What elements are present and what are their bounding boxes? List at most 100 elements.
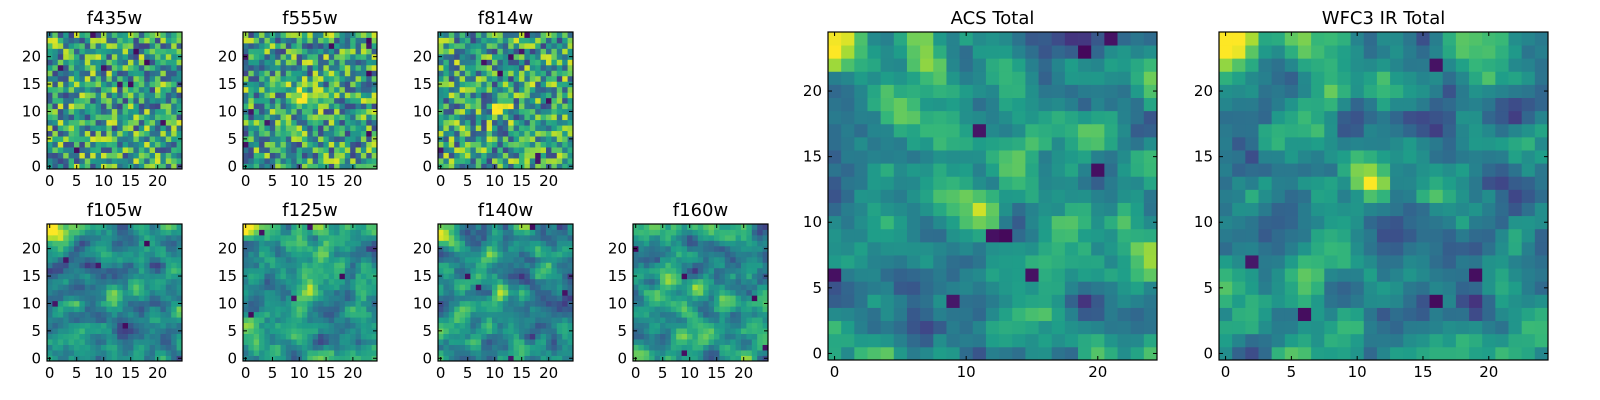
heatmap-cell xyxy=(470,240,477,247)
heatmap-cell xyxy=(497,119,504,126)
heatmap-cell xyxy=(513,42,520,49)
heatmap-cell xyxy=(106,322,113,329)
heatmap-cell xyxy=(746,251,753,258)
heatmap-cell xyxy=(475,289,482,296)
heatmap-cell xyxy=(508,70,514,77)
heatmap-cell xyxy=(285,103,292,110)
heatmap-cell xyxy=(133,339,140,345)
heatmap-cell xyxy=(470,136,477,142)
heatmap-cell xyxy=(481,289,487,296)
heatmap-cell xyxy=(654,284,661,291)
heatmap-cell xyxy=(339,350,346,356)
heatmap-cell xyxy=(459,147,466,153)
heatmap-cell xyxy=(165,295,172,302)
heatmap-cell xyxy=(248,295,255,302)
heatmap-cell xyxy=(111,234,118,241)
heatmap-cell xyxy=(243,64,249,71)
heatmap-cell xyxy=(52,81,59,88)
heatmap-cell xyxy=(562,130,568,137)
heatmap-cell xyxy=(323,92,330,99)
heatmap-cell xyxy=(1025,241,1039,256)
heatmap-cell xyxy=(68,92,75,99)
heatmap-cell xyxy=(160,125,167,132)
heatmap-cell xyxy=(111,64,118,71)
heatmap-cell xyxy=(556,42,563,49)
heatmap-cell xyxy=(1038,255,1053,269)
heatmap-cell xyxy=(366,256,373,263)
heatmap-cell xyxy=(535,355,541,362)
heatmap-cell xyxy=(259,70,265,77)
heatmap-cell xyxy=(117,86,123,93)
heatmap-cell xyxy=(312,229,319,236)
heatmap-cell xyxy=(149,163,156,170)
heatmap-cell xyxy=(654,245,661,252)
heatmap-cell xyxy=(122,32,129,38)
heatmap-cell xyxy=(323,262,330,269)
heatmap-cell xyxy=(465,42,471,49)
heatmap-cell xyxy=(556,240,563,247)
heatmap-cell xyxy=(63,240,69,247)
heatmap-cell xyxy=(486,86,493,93)
heatmap-cell xyxy=(719,350,726,356)
heatmap-cell xyxy=(454,333,460,340)
heatmap-cell xyxy=(638,262,645,269)
heatmap-cell xyxy=(106,295,113,302)
heatmap-cell xyxy=(556,306,563,313)
heatmap-cell xyxy=(633,267,639,274)
heatmap-cell xyxy=(149,262,156,269)
heatmap-cell xyxy=(144,163,150,170)
heatmap-cell xyxy=(933,346,947,361)
heatmap-cell xyxy=(438,103,444,110)
heatmap-cell xyxy=(165,273,172,280)
heatmap-cell xyxy=(63,306,69,313)
heatmap-cell xyxy=(275,344,281,351)
heatmap-cell xyxy=(350,92,356,99)
heatmap-cell xyxy=(57,152,64,159)
heatmap-cell xyxy=(1025,320,1039,335)
heatmap-cell xyxy=(63,70,69,77)
heatmap-cell xyxy=(502,229,509,236)
heatmap-cell xyxy=(318,339,324,345)
heatmap-cell xyxy=(454,224,460,230)
heatmap-cell xyxy=(57,114,64,121)
heatmap-cell xyxy=(355,92,362,99)
heatmap-cell xyxy=(253,92,260,99)
heatmap-cell xyxy=(90,81,96,88)
heatmap-cell xyxy=(1091,255,1105,269)
heatmap-cell xyxy=(366,245,373,252)
heatmap-cell xyxy=(475,70,482,77)
heatmap-cell xyxy=(486,328,493,334)
heatmap-cell xyxy=(355,152,362,159)
heatmap-cell xyxy=(703,251,709,258)
heatmap-cell xyxy=(318,278,324,285)
heatmap-cell xyxy=(57,333,64,340)
heatmap-cell xyxy=(841,333,855,348)
heatmap-cell xyxy=(448,256,455,263)
heatmap-cell xyxy=(63,234,69,241)
heatmap-cell xyxy=(454,306,460,313)
heatmap-cell xyxy=(475,64,482,71)
heatmap-cell xyxy=(144,355,150,362)
heatmap-cell xyxy=(524,75,531,82)
heatmap-cell xyxy=(946,163,960,177)
heatmap-cell xyxy=(301,37,308,44)
heatmap-cell xyxy=(443,224,450,230)
heatmap-cell xyxy=(470,48,477,55)
heatmap-cell xyxy=(122,53,129,60)
heatmap-cell xyxy=(68,32,75,38)
heatmap-cell xyxy=(546,284,552,291)
heatmap-cell xyxy=(540,284,547,291)
heatmap-cell xyxy=(248,37,255,44)
heatmap-cell xyxy=(264,53,271,60)
heatmap-cell xyxy=(502,141,509,148)
heatmap-cell xyxy=(312,234,319,241)
heatmap-cell xyxy=(144,245,150,252)
heatmap-cell xyxy=(334,141,340,148)
heatmap-cell xyxy=(79,355,86,362)
y-tick-label: 0 xyxy=(422,349,432,367)
heatmap-cell xyxy=(117,130,123,137)
heatmap-cell xyxy=(269,130,276,137)
heatmap-cell xyxy=(312,306,319,313)
heatmap-cell xyxy=(371,317,378,324)
heatmap-cell xyxy=(670,278,677,285)
